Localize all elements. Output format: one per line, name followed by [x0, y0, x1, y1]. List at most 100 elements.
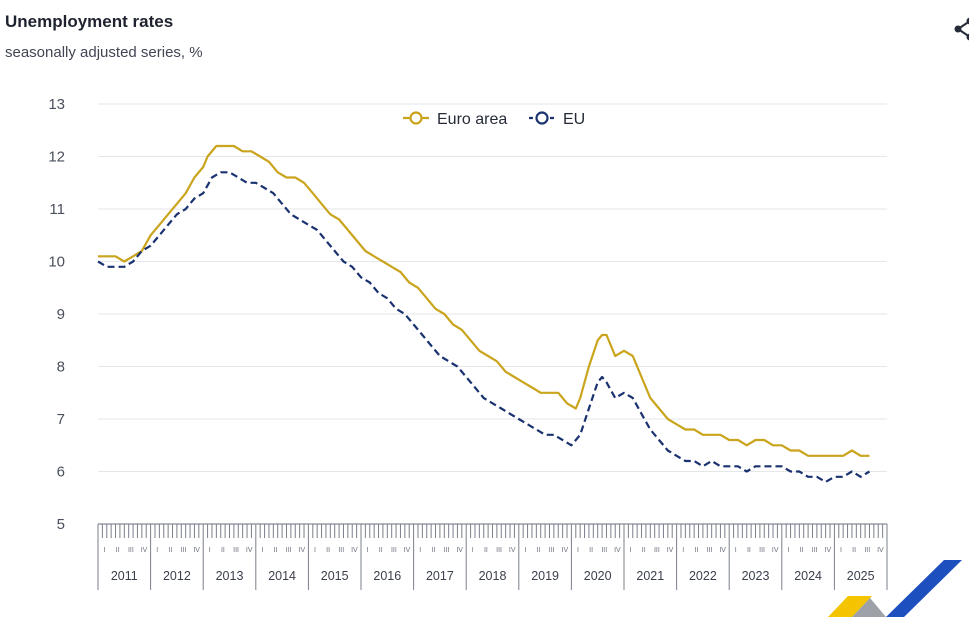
quarter-tick-label: I: [367, 547, 369, 554]
quarter-tick-label: IV: [719, 547, 726, 554]
quarter-tick-label: I: [209, 547, 211, 554]
quarter-tick-label: III: [444, 547, 450, 554]
y-tick-label: 6: [57, 464, 65, 481]
quarter-tick-label: II: [274, 547, 278, 554]
legend-item-euro-area[interactable]: Euro area: [403, 111, 507, 128]
quarter-tick-label: IV: [299, 547, 306, 554]
quarter-tick-label: I: [261, 547, 263, 554]
quarter-tick-label: I: [104, 547, 106, 554]
quarter-tick-label: IV: [825, 547, 832, 554]
quarter-tick-label: II: [800, 547, 804, 554]
quarter-tick-label: I: [524, 547, 526, 554]
quarter-tick-label: III: [338, 547, 344, 554]
year-tick-label: 2019: [531, 569, 559, 583]
quarter-tick-label: II: [484, 547, 488, 554]
year-tick-label: 2024: [794, 569, 822, 583]
quarter-tick-label: I: [314, 547, 316, 554]
chart-title: Unemployment rates: [5, 12, 174, 31]
quarter-tick-label: II: [694, 547, 698, 554]
chart-subtitle: seasonally adjusted series, %: [5, 44, 203, 61]
y-tick-label: 8: [57, 359, 65, 376]
year-tick-label: 2018: [479, 569, 507, 583]
quarter-tick-label: I: [840, 547, 842, 554]
year-tick-label: 2015: [321, 569, 349, 583]
quarter-tick-label: IV: [772, 547, 779, 554]
quarter-tick-label: III: [549, 547, 555, 554]
quarter-tick-label: I: [156, 547, 158, 554]
quarter-tick-label: IV: [509, 547, 516, 554]
y-tick-label: 13: [48, 96, 65, 113]
quarter-tick-label: III: [864, 547, 870, 554]
quarter-tick-label: II: [221, 547, 225, 554]
quarter-tick-label: II: [589, 547, 593, 554]
share-icon[interactable]: [950, 14, 969, 44]
y-tick-label: 9: [57, 306, 65, 323]
y-tick-label: 10: [48, 254, 65, 271]
year-tick-label: 2016: [373, 569, 401, 583]
legend-label: Euro area: [437, 111, 507, 128]
quarter-tick-label: III: [601, 547, 607, 554]
quarter-tick-label: III: [233, 547, 239, 554]
quarter-tick-label: IV: [351, 547, 358, 554]
quarter-tick-label: II: [379, 547, 383, 554]
series-lines: [97, 144, 871, 484]
legend-marker: [409, 111, 423, 125]
y-tick-label: 5: [57, 516, 65, 533]
year-tick-label: 2023: [742, 569, 770, 583]
quarter-tick-label: II: [431, 547, 435, 554]
quarter-tick-label: IV: [141, 547, 148, 554]
legend-label: EU: [563, 111, 585, 128]
quarter-tick-label: IV: [193, 547, 200, 554]
quarter-tick-label: III: [707, 547, 713, 554]
quarter-tick-label: IV: [246, 547, 253, 554]
legend: Euro area EU: [403, 111, 585, 128]
quarter-tick-label: III: [128, 547, 134, 554]
legend-item-eu[interactable]: EU: [529, 111, 585, 128]
year-tick-label: 2025: [847, 569, 875, 583]
y-axis: 5 6 7 8 9 10 11 12 13: [48, 96, 65, 533]
y-tick-label: 11: [49, 201, 65, 218]
year-tick-label: 2020: [584, 569, 612, 583]
quarter-tick-label: II: [747, 547, 751, 554]
year-tick-label: 2017: [426, 569, 454, 583]
y-tick-label: 7: [57, 411, 65, 428]
quarter-tick-label: III: [654, 547, 660, 554]
grid-lines: [98, 103, 887, 472]
year-tick-label: 2021: [636, 569, 664, 583]
quarter-tick-label: IV: [404, 547, 411, 554]
year-tick-label: 2012: [163, 569, 191, 583]
series-line-eu[interactable]: [97, 171, 871, 484]
quarter-tick-label: I: [472, 547, 474, 554]
year-tick-label: 2011: [111, 569, 138, 583]
quarter-tick-label: III: [812, 547, 818, 554]
quarter-tick-label: II: [168, 547, 172, 554]
quarter-tick-label: IV: [562, 547, 569, 554]
quarter-tick-label: IV: [667, 547, 674, 554]
y-tick-label: 12: [48, 149, 65, 166]
quarter-tick-label: IV: [877, 547, 884, 554]
quarter-tick-label: I: [735, 547, 737, 554]
year-tick-label: 2013: [216, 569, 244, 583]
quarter-tick-label: I: [577, 547, 579, 554]
quarter-tick-label: II: [852, 547, 856, 554]
quarter-tick-label: II: [326, 547, 330, 554]
quarter-tick-label: IV: [614, 547, 621, 554]
year-tick-label: 2014: [268, 569, 296, 583]
eurostat-logo: [828, 560, 962, 617]
quarter-tick-label: I: [682, 547, 684, 554]
quarter-tick-label: II: [116, 547, 120, 554]
legend-marker: [535, 111, 549, 125]
quarter-tick-label: I: [630, 547, 632, 554]
series-line-euro-area[interactable]: [98, 144, 870, 457]
quarter-tick-label: I: [419, 547, 421, 554]
quarter-tick-label: III: [759, 547, 765, 554]
quarter-tick-label: III: [181, 547, 187, 554]
quarter-tick-label: III: [286, 547, 292, 554]
quarter-tick-label: I: [787, 547, 789, 554]
quarter-tick-label: III: [391, 547, 397, 554]
quarter-tick-label: II: [537, 547, 541, 554]
quarter-tick-label: IV: [456, 547, 463, 554]
quarter-tick-label: II: [642, 547, 646, 554]
